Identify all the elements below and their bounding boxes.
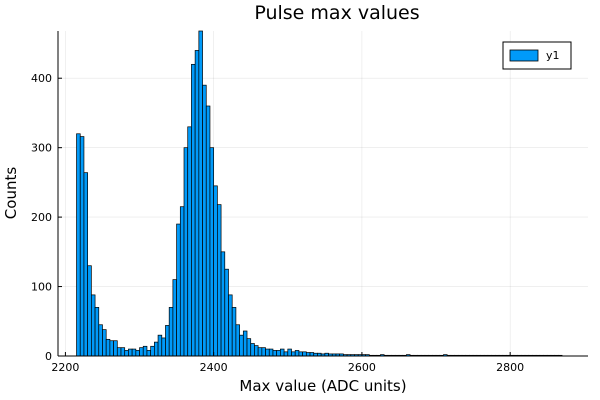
histogram-bar [176,223,181,357]
histogram-bar [168,307,174,357]
histogram-bar [146,350,152,357]
histogram-bar [194,50,200,357]
histogram-bar [305,352,311,357]
histogram-bar [268,348,274,357]
histogram-bar [94,307,100,357]
histogram-bar [287,348,292,357]
histogram-bar [165,325,170,357]
histogram-bar [87,265,92,357]
histogram-bar [261,347,266,357]
histogram-bar [220,251,226,357]
histogram-bar [105,338,111,357]
y-tick-label: 0 [45,350,52,363]
histogram-bar [91,294,96,357]
histogram-bar [191,63,196,357]
x-tick-label: 2400 [200,361,228,374]
x-tick-label: 2200 [51,361,79,374]
histogram-bar [250,343,255,357]
histogram-bar [135,350,140,357]
histogram-bar [187,126,192,357]
histogram-bar [265,348,270,357]
y-tick-label: 100 [31,281,52,294]
x-ticks: 2200 2400 2600 2800 [51,352,524,374]
histogram-bar [198,30,203,357]
grid-lines [58,31,588,357]
histogram-bar [239,334,244,357]
histogram-bar [205,105,211,357]
histogram-bar [280,348,285,357]
y-axis-label: Counts [2,167,20,220]
histogram-bar [102,329,107,357]
histogram-bar [291,351,296,357]
legend-swatch [509,49,539,62]
x-axis-label: Max value (ADC units) [239,377,406,395]
histogram-bar [124,350,129,357]
histogram-bar [154,341,159,357]
histogram-bar [235,324,240,357]
histogram-bar [113,340,118,357]
histogram-bar [242,330,248,357]
histogram-bar [179,206,185,357]
histogram-bar [257,347,263,357]
histogram-bar [276,350,281,357]
legend: y1 [502,41,572,70]
histogram-bar [183,147,189,357]
histogram-bar [231,307,237,357]
histogram-bar [209,147,215,357]
histogram-bar [142,345,148,357]
x-tick-label: 2800 [496,361,524,374]
histogram-bar [217,204,222,357]
y-tick-label: 300 [31,142,52,155]
histogram-bar [131,348,137,357]
histogram-bar [202,84,207,357]
y-tick-label: 400 [31,72,52,85]
histogram-bar [79,136,85,357]
histogram-bar [98,324,103,357]
histogram-bar [309,352,315,357]
histogram-bar [120,347,126,357]
histogram-bar [283,351,289,357]
histogram-bar [116,347,122,357]
histogram-bar [128,348,133,357]
histogram-bar [139,347,144,357]
histogram-bar [172,279,177,357]
histogram-bar [294,350,300,357]
histogram-bar [161,337,166,357]
histogram-bars [76,30,563,357]
x-tick-label: 2600 [348,361,376,374]
histogram-bar [272,350,278,357]
histogram-bar [157,334,163,357]
histogram-bar [76,133,81,357]
y-ticks: 0 100 200 300 400 [31,72,62,363]
y-tick-label: 200 [31,211,52,224]
histogram-bar [213,185,218,357]
legend-box [502,41,572,70]
histogram-bar [224,268,229,357]
histogram-bar [298,351,303,357]
axes [57,31,588,357]
histogram-bar [228,294,233,357]
chart-title: Pulse max values [254,2,419,24]
legend-label: y1 [546,49,560,62]
histogram-bar [246,338,252,357]
histogram-bar [302,351,307,357]
histogram-bar [150,345,155,357]
histogram-bar [83,172,89,357]
histogram-bar [254,345,259,357]
histogram-bar [109,340,114,357]
